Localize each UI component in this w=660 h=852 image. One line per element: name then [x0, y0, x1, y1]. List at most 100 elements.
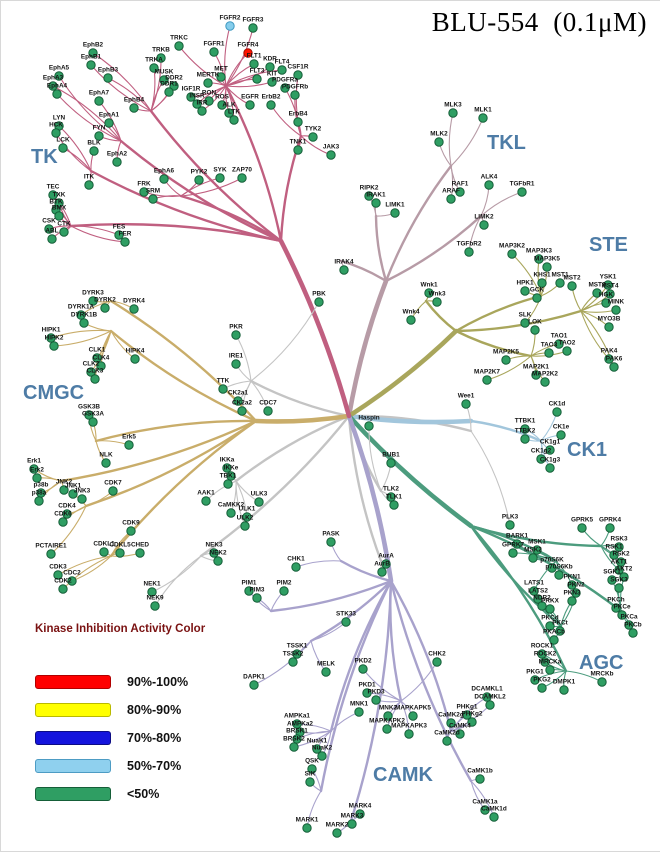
kinase-label: PKCa	[620, 614, 637, 621]
kinase-label: LYN	[53, 115, 66, 122]
kinase-label: PASK	[322, 531, 340, 538]
kinase-label: MLK3	[444, 102, 462, 109]
kinase-label: CLK1	[89, 347, 106, 354]
kinase-label: ITK	[84, 174, 95, 181]
kinase-dot-PAK6	[610, 363, 618, 371]
kinase-dot-PLK3	[506, 521, 514, 529]
kinase-dot-CDK9	[127, 527, 135, 535]
kinase-dot-DMPK1	[560, 686, 568, 694]
kinase-dot-SGK3	[615, 584, 623, 592]
kinase-dot-TAO3	[545, 349, 553, 357]
kinase-dot-MAPKAPK3	[405, 730, 413, 738]
kinase-label: CSK	[42, 218, 56, 225]
kinase-dot-CHK1	[292, 563, 300, 571]
kinase-dot-CLK3	[91, 375, 99, 383]
kinase-dot-p38a	[35, 497, 43, 505]
kinase-label: TTK	[217, 378, 230, 385]
kinase-dot-MAPKAPK5	[409, 712, 417, 720]
kinase-branch	[581, 310, 616, 312]
kinase-label: STK33	[336, 611, 356, 618]
kinase-dot-BMX	[55, 212, 63, 220]
kinase-dot-TGFbR1	[518, 188, 526, 196]
family-label-TK: TK	[31, 146, 58, 168]
kinase-dot-TTBK2	[521, 435, 529, 443]
kinase-dot-PKN3	[568, 597, 576, 605]
kinase-label: SYK	[213, 167, 227, 174]
kinase-label: CHK1	[287, 556, 305, 563]
legend-row: <50%	[35, 787, 285, 801]
kinase-label: ALK4	[481, 174, 498, 181]
kinase-dot-HIPK2	[50, 342, 58, 350]
kinase-label: ROS	[215, 94, 230, 101]
kinase-label: EphA2	[107, 151, 128, 158]
kinase-label: FRK	[137, 181, 151, 188]
kinase-label: p38a	[32, 490, 47, 497]
kinase-label: DYRK1A	[68, 304, 95, 311]
kinase-label: TYK2	[305, 126, 322, 133]
kinase-label: LATS2	[528, 588, 548, 595]
kinase-label: TXK	[53, 192, 66, 199]
kinase-dot-EphB1	[87, 61, 95, 69]
kinase-dot-TLK1	[390, 501, 398, 509]
kinase-dot-MLK3	[449, 109, 457, 117]
kinase-label: DYRK4	[123, 298, 145, 305]
kinase-label: LATS1	[524, 580, 544, 587]
kinase-label: EphA3	[43, 75, 64, 82]
kinase-label: SLK	[519, 312, 532, 319]
kinase-dot-EphA4	[53, 90, 61, 98]
kinase-dot-MELK	[322, 668, 330, 676]
kinase-dot-MARK2	[333, 829, 341, 837]
kinase-label: IKKa	[220, 457, 235, 464]
kinase-dot-ARAF	[447, 195, 455, 203]
kinase-label: PHKg1	[457, 704, 478, 711]
kinase-dot-FGFR1	[210, 48, 218, 56]
kinase-branch	[108, 78, 151, 111]
kinase-label: BRSK1	[286, 728, 308, 735]
legend-swatch	[35, 703, 111, 717]
family-branch	[349, 416, 381, 561]
kinase-label: CDC2	[63, 570, 81, 577]
kinase-dot-PBK	[315, 298, 323, 306]
kinase-label: IRAK1	[366, 192, 386, 199]
kinase-dot-IRR	[198, 107, 206, 115]
kinase-label: EGFR	[241, 94, 259, 101]
kinase-dot-MLK2	[435, 138, 443, 146]
legend-label: 70%-80%	[127, 731, 181, 745]
kinase-label: FLT1	[247, 53, 262, 60]
kinase-label: NEK9	[146, 595, 163, 602]
legend-row: 70%-80%	[35, 731, 285, 745]
kinase-label: TSSK1	[287, 643, 308, 650]
kinase-dot-NEK2	[214, 557, 222, 565]
kinase-label: LCK	[56, 137, 70, 144]
kinase-dot-EphA6	[160, 175, 168, 183]
kinase-label: CLK2	[83, 361, 100, 368]
legend-rows: 90%-100%80%-90%70%-80%50%-70%<50%	[35, 675, 285, 801]
kinase-label: HGK	[599, 292, 614, 299]
kinase-dot-CDK2	[59, 585, 67, 593]
kinase-label: PKN2	[567, 582, 584, 589]
kinase-label: NLK	[99, 452, 113, 459]
kinase-label: CaMK1a	[472, 799, 498, 806]
kinase-dot-AurB	[378, 568, 386, 576]
kinase-dot-EphA1	[105, 119, 113, 127]
kinase-label: Wnk4	[402, 309, 419, 316]
kinase-dot-ULK2	[241, 522, 249, 530]
kinase-label: MST2	[563, 275, 580, 282]
kinase-label: TRKC	[170, 35, 188, 42]
kinase-dot-EphB4	[130, 104, 138, 112]
kinase-dot-LCK	[59, 144, 67, 152]
kinase-dot-EphB3	[104, 74, 112, 82]
kinase-dot-PIM3	[253, 594, 261, 602]
kinase-label: MAP2K5	[493, 349, 519, 356]
kinase-dot-FER	[121, 238, 129, 246]
kinase-label: CHK2	[428, 651, 446, 658]
family-branch	[426, 301, 456, 331]
kinase-label: EphA1	[99, 112, 120, 119]
kinase-label: TSSK2	[283, 651, 304, 658]
kinase-label: CaMK1b	[467, 768, 493, 775]
kinase-label: PKCe	[613, 604, 630, 611]
kinase-dot-MERTK	[204, 79, 212, 87]
kinase-label: Wnk3	[428, 291, 445, 298]
kinase-label: RSK2	[612, 551, 629, 558]
kinase-label: TAO1	[551, 333, 568, 340]
